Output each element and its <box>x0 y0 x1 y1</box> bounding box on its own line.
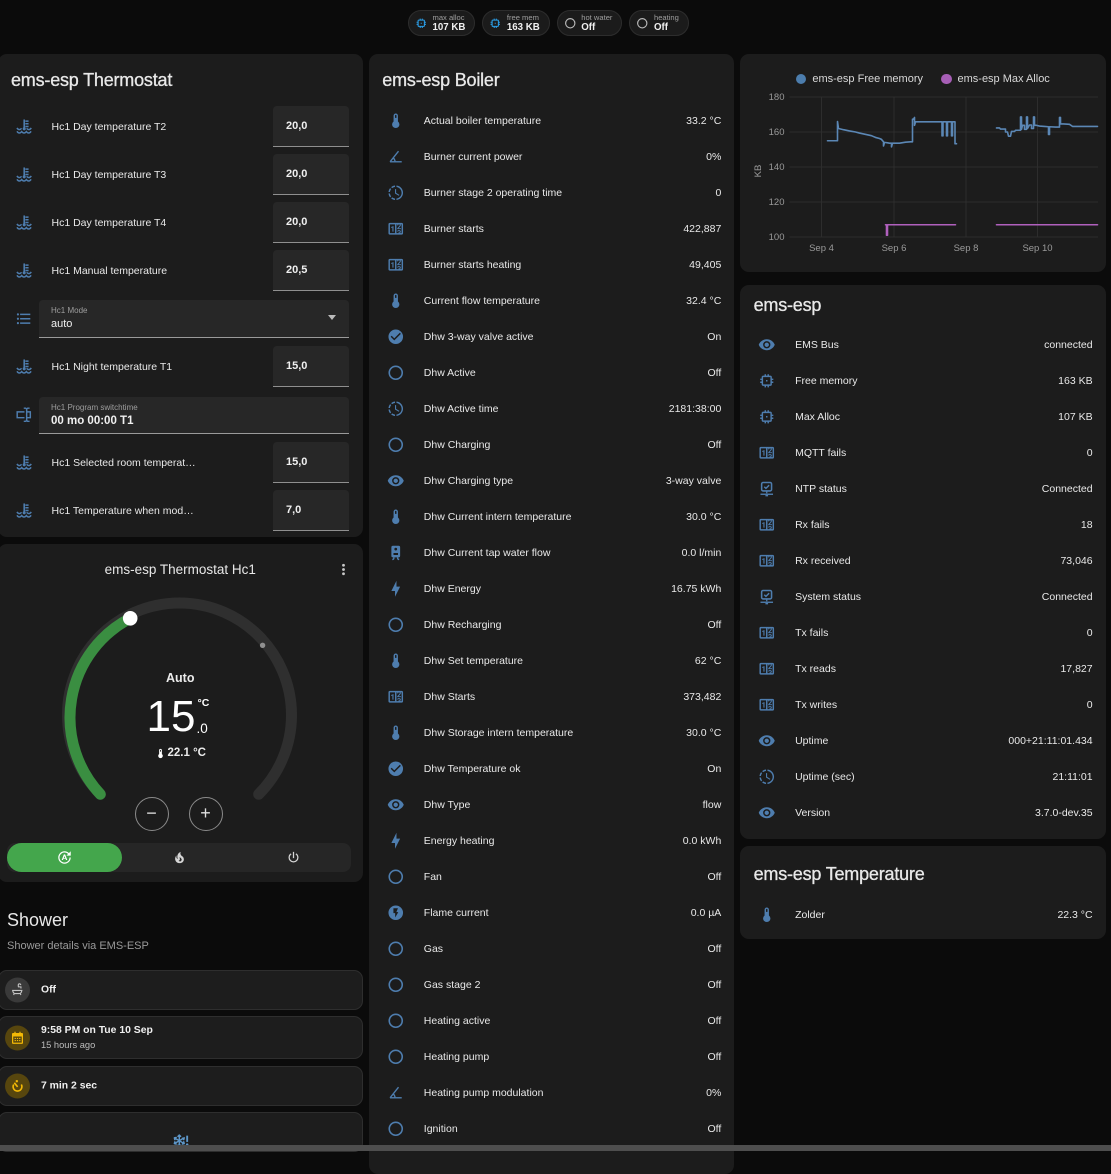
svg-text:120: 120 <box>769 197 785 208</box>
svg-text:160: 160 <box>769 127 785 138</box>
svg-text:180: 180 <box>769 92 785 103</box>
svg-text:140: 140 <box>769 162 785 173</box>
svg-text:Sep 4: Sep 4 <box>809 243 834 254</box>
svg-text:Sep 10: Sep 10 <box>1023 243 1053 254</box>
svg-text:100: 100 <box>769 232 785 243</box>
svg-text:Sep 6: Sep 6 <box>882 243 907 254</box>
svg-text:KB: KB <box>753 165 764 178</box>
svg-text:Sep 8: Sep 8 <box>954 243 979 254</box>
